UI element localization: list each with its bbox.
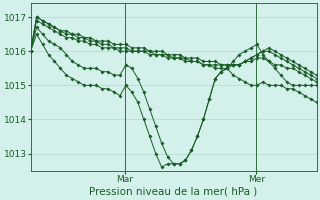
X-axis label: Pression niveau de la mer( hPa ): Pression niveau de la mer( hPa ) (90, 187, 258, 197)
